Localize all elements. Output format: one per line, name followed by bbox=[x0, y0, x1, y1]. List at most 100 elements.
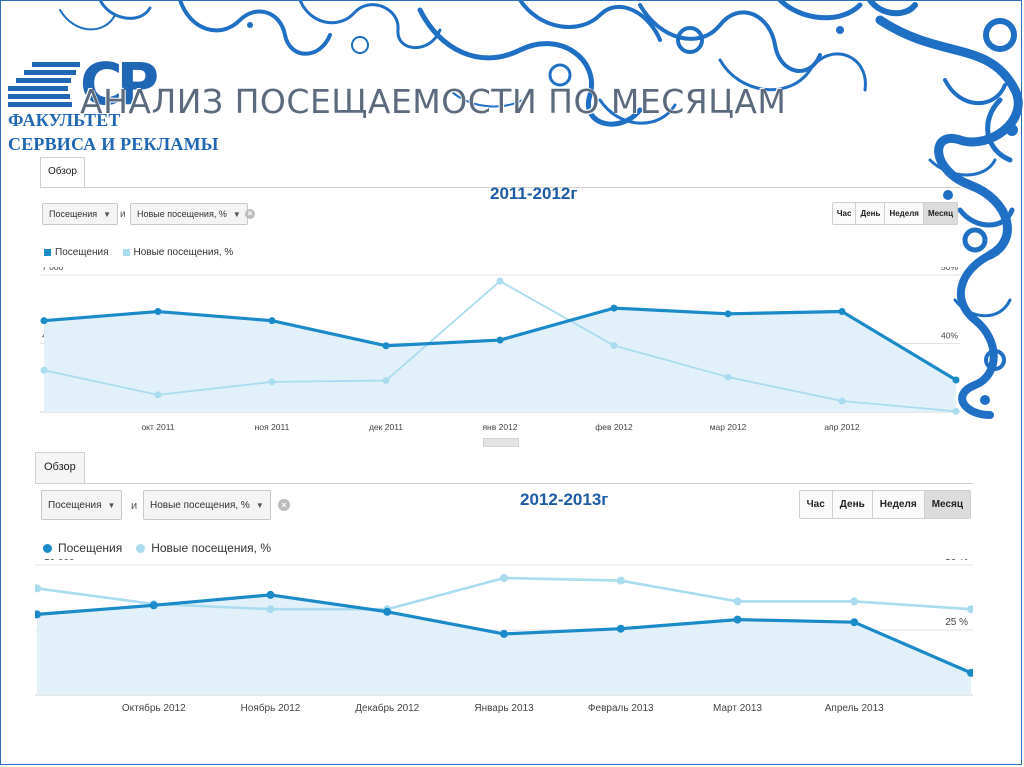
y-right-tick-label: 40% bbox=[941, 331, 958, 341]
faculty-logo: СР bbox=[8, 48, 198, 158]
data-point-new-visits[interactable] bbox=[838, 397, 846, 405]
data-point-new-visits[interactable] bbox=[967, 605, 973, 614]
granularity-day-button[interactable]: День bbox=[856, 202, 886, 225]
legend-new-visits[interactable]: Новые посещения, % bbox=[133, 247, 234, 258]
granularity-buttons: Час День Неделя Месяц bbox=[831, 202, 958, 225]
data-point-visits[interactable] bbox=[496, 336, 504, 344]
metric2-dropdown[interactable]: Новые посещения, % ▼ bbox=[130, 203, 248, 225]
data-point-new-visits[interactable] bbox=[850, 597, 859, 606]
x-tick-label: Январь 2013 bbox=[474, 703, 534, 714]
chart-legend: Посещения Новые посещения, % bbox=[43, 541, 271, 555]
x-tick-label: Ноябрь 2012 bbox=[241, 702, 301, 714]
remove-metric-icon[interactable]: × bbox=[245, 209, 255, 219]
granularity-hour-button[interactable]: Час bbox=[831, 202, 857, 225]
granularity-hour-button[interactable]: Час bbox=[798, 490, 833, 519]
and-label: и bbox=[131, 500, 138, 512]
period-title: 2011-2012г bbox=[490, 184, 578, 203]
x-tick-label: Февраль 2013 bbox=[588, 703, 654, 714]
chevron-down-icon: ▼ bbox=[232, 209, 241, 219]
data-point-visits[interactable] bbox=[40, 317, 48, 325]
analytics-panel-2011-2012: Обзор 2011-2012г Посещения ▼ и Новые пос… bbox=[40, 157, 960, 447]
y-right-tick-label: 25 % bbox=[945, 617, 968, 628]
data-point-new-visits[interactable] bbox=[733, 597, 742, 606]
data-point-visits[interactable] bbox=[967, 668, 973, 677]
visits-area bbox=[44, 308, 956, 412]
tab-overview[interactable]: Обзор bbox=[35, 452, 85, 484]
x-tick-label: фев 2012 bbox=[595, 422, 633, 432]
data-point-new-visits[interactable] bbox=[952, 407, 960, 415]
data-point-visits[interactable] bbox=[733, 615, 742, 624]
x-tick-label: Апрель 2013 bbox=[825, 703, 884, 714]
data-point-new-visits[interactable] bbox=[500, 574, 508, 582]
data-point-new-visits[interactable] bbox=[496, 277, 504, 285]
data-point-visits[interactable] bbox=[500, 629, 508, 638]
data-point-new-visits[interactable] bbox=[724, 373, 732, 381]
data-point-visits[interactable] bbox=[838, 308, 846, 316]
data-point-visits[interactable] bbox=[35, 610, 41, 619]
granularity-buttons: Час День Неделя Месяц bbox=[798, 490, 971, 519]
metric2-dropdown[interactable]: Новые посещения, % ▼ bbox=[143, 490, 271, 520]
data-point-new-visits[interactable] bbox=[35, 584, 41, 593]
chart-legend: Посещения Новые посещения, % bbox=[44, 247, 233, 258]
logo-emblem-icon bbox=[8, 62, 80, 107]
x-tick-label: ноя 2011 bbox=[255, 422, 290, 432]
data-point-new-visits[interactable] bbox=[268, 378, 276, 386]
y-left-tick-label: 7 000 bbox=[42, 267, 64, 272]
logo-text-line2: СЕРВИСА И РЕКЛАМЫ bbox=[8, 134, 219, 154]
data-point-visits[interactable] bbox=[616, 624, 625, 633]
x-tick-label: Октябрь 2012 bbox=[122, 702, 186, 714]
y-right-tick-label: 50 % bbox=[945, 559, 968, 563]
visits-area bbox=[37, 594, 971, 695]
data-point-visits[interactable] bbox=[952, 376, 960, 384]
x-tick-label: мар 2012 bbox=[710, 422, 747, 432]
logo-text-line1: ФАКУЛЬТЕТ bbox=[8, 110, 121, 130]
metric1-dropdown[interactable]: Посещения ▼ bbox=[41, 490, 123, 520]
granularity-week-button[interactable]: Неделя bbox=[872, 490, 925, 519]
tab-divider bbox=[40, 187, 960, 188]
data-point-visits[interactable] bbox=[266, 590, 275, 599]
data-point-visits[interactable] bbox=[154, 308, 162, 316]
data-point-visits[interactable] bbox=[850, 618, 859, 627]
legend-marker-new bbox=[136, 543, 146, 553]
chevron-down-icon: ▼ bbox=[255, 500, 264, 510]
data-point-visits[interactable] bbox=[724, 310, 732, 318]
data-point-new-visits[interactable] bbox=[40, 366, 48, 374]
legend-visits[interactable]: Посещения bbox=[55, 247, 109, 258]
data-point-new-visits[interactable] bbox=[616, 576, 625, 585]
analytics-panel-2012-2013: Обзор 2012-2013г Посещения ▼ и Новые пос… bbox=[35, 452, 973, 717]
granularity-month-button[interactable]: Месяц bbox=[923, 202, 958, 225]
metric1-label: Посещения bbox=[48, 499, 102, 511]
data-point-new-visits[interactable] bbox=[266, 605, 275, 614]
chevron-down-icon: ▼ bbox=[103, 209, 112, 219]
data-point-visits[interactable] bbox=[149, 601, 158, 610]
x-tick-label: апр 2012 bbox=[824, 422, 860, 432]
legend-marker-visits bbox=[44, 249, 51, 256]
and-label: и bbox=[120, 209, 126, 220]
granularity-month-button[interactable]: Месяц bbox=[924, 490, 971, 519]
x-tick-label: дек 2011 bbox=[369, 422, 403, 432]
granularity-week-button[interactable]: Неделя bbox=[885, 202, 924, 225]
granularity-day-button[interactable]: День bbox=[832, 490, 873, 519]
metric1-dropdown[interactable]: Посещения ▼ bbox=[42, 203, 119, 225]
x-tick-label: Март 2013 bbox=[713, 703, 762, 714]
chart-resize-handle[interactable] bbox=[483, 438, 519, 447]
data-point-new-visits[interactable] bbox=[382, 376, 390, 384]
tab-divider bbox=[35, 483, 973, 484]
data-point-new-visits[interactable] bbox=[154, 391, 162, 399]
legend-marker-visits bbox=[43, 543, 52, 553]
logo-monogram: СР bbox=[80, 50, 159, 118]
legend-visits[interactable]: Посещения bbox=[58, 541, 123, 555]
metric2-label: Новые посещения, % bbox=[150, 499, 250, 511]
data-point-visits[interactable] bbox=[268, 317, 276, 325]
legend-new-visits[interactable]: Новые посещения, % bbox=[151, 541, 271, 555]
data-point-visits[interactable] bbox=[382, 342, 390, 350]
slide-title: Анализ посещаемости по месяцам bbox=[80, 82, 787, 121]
data-point-visits[interactable] bbox=[610, 304, 618, 312]
tab-overview[interactable]: Обзор bbox=[40, 157, 85, 187]
data-point-visits[interactable] bbox=[383, 607, 392, 616]
y-left-tick-label: 10 000 bbox=[44, 559, 75, 563]
data-point-new-visits[interactable] bbox=[610, 342, 618, 350]
remove-metric-icon[interactable]: × bbox=[278, 499, 290, 511]
x-tick-label: окт 2011 bbox=[141, 422, 174, 432]
